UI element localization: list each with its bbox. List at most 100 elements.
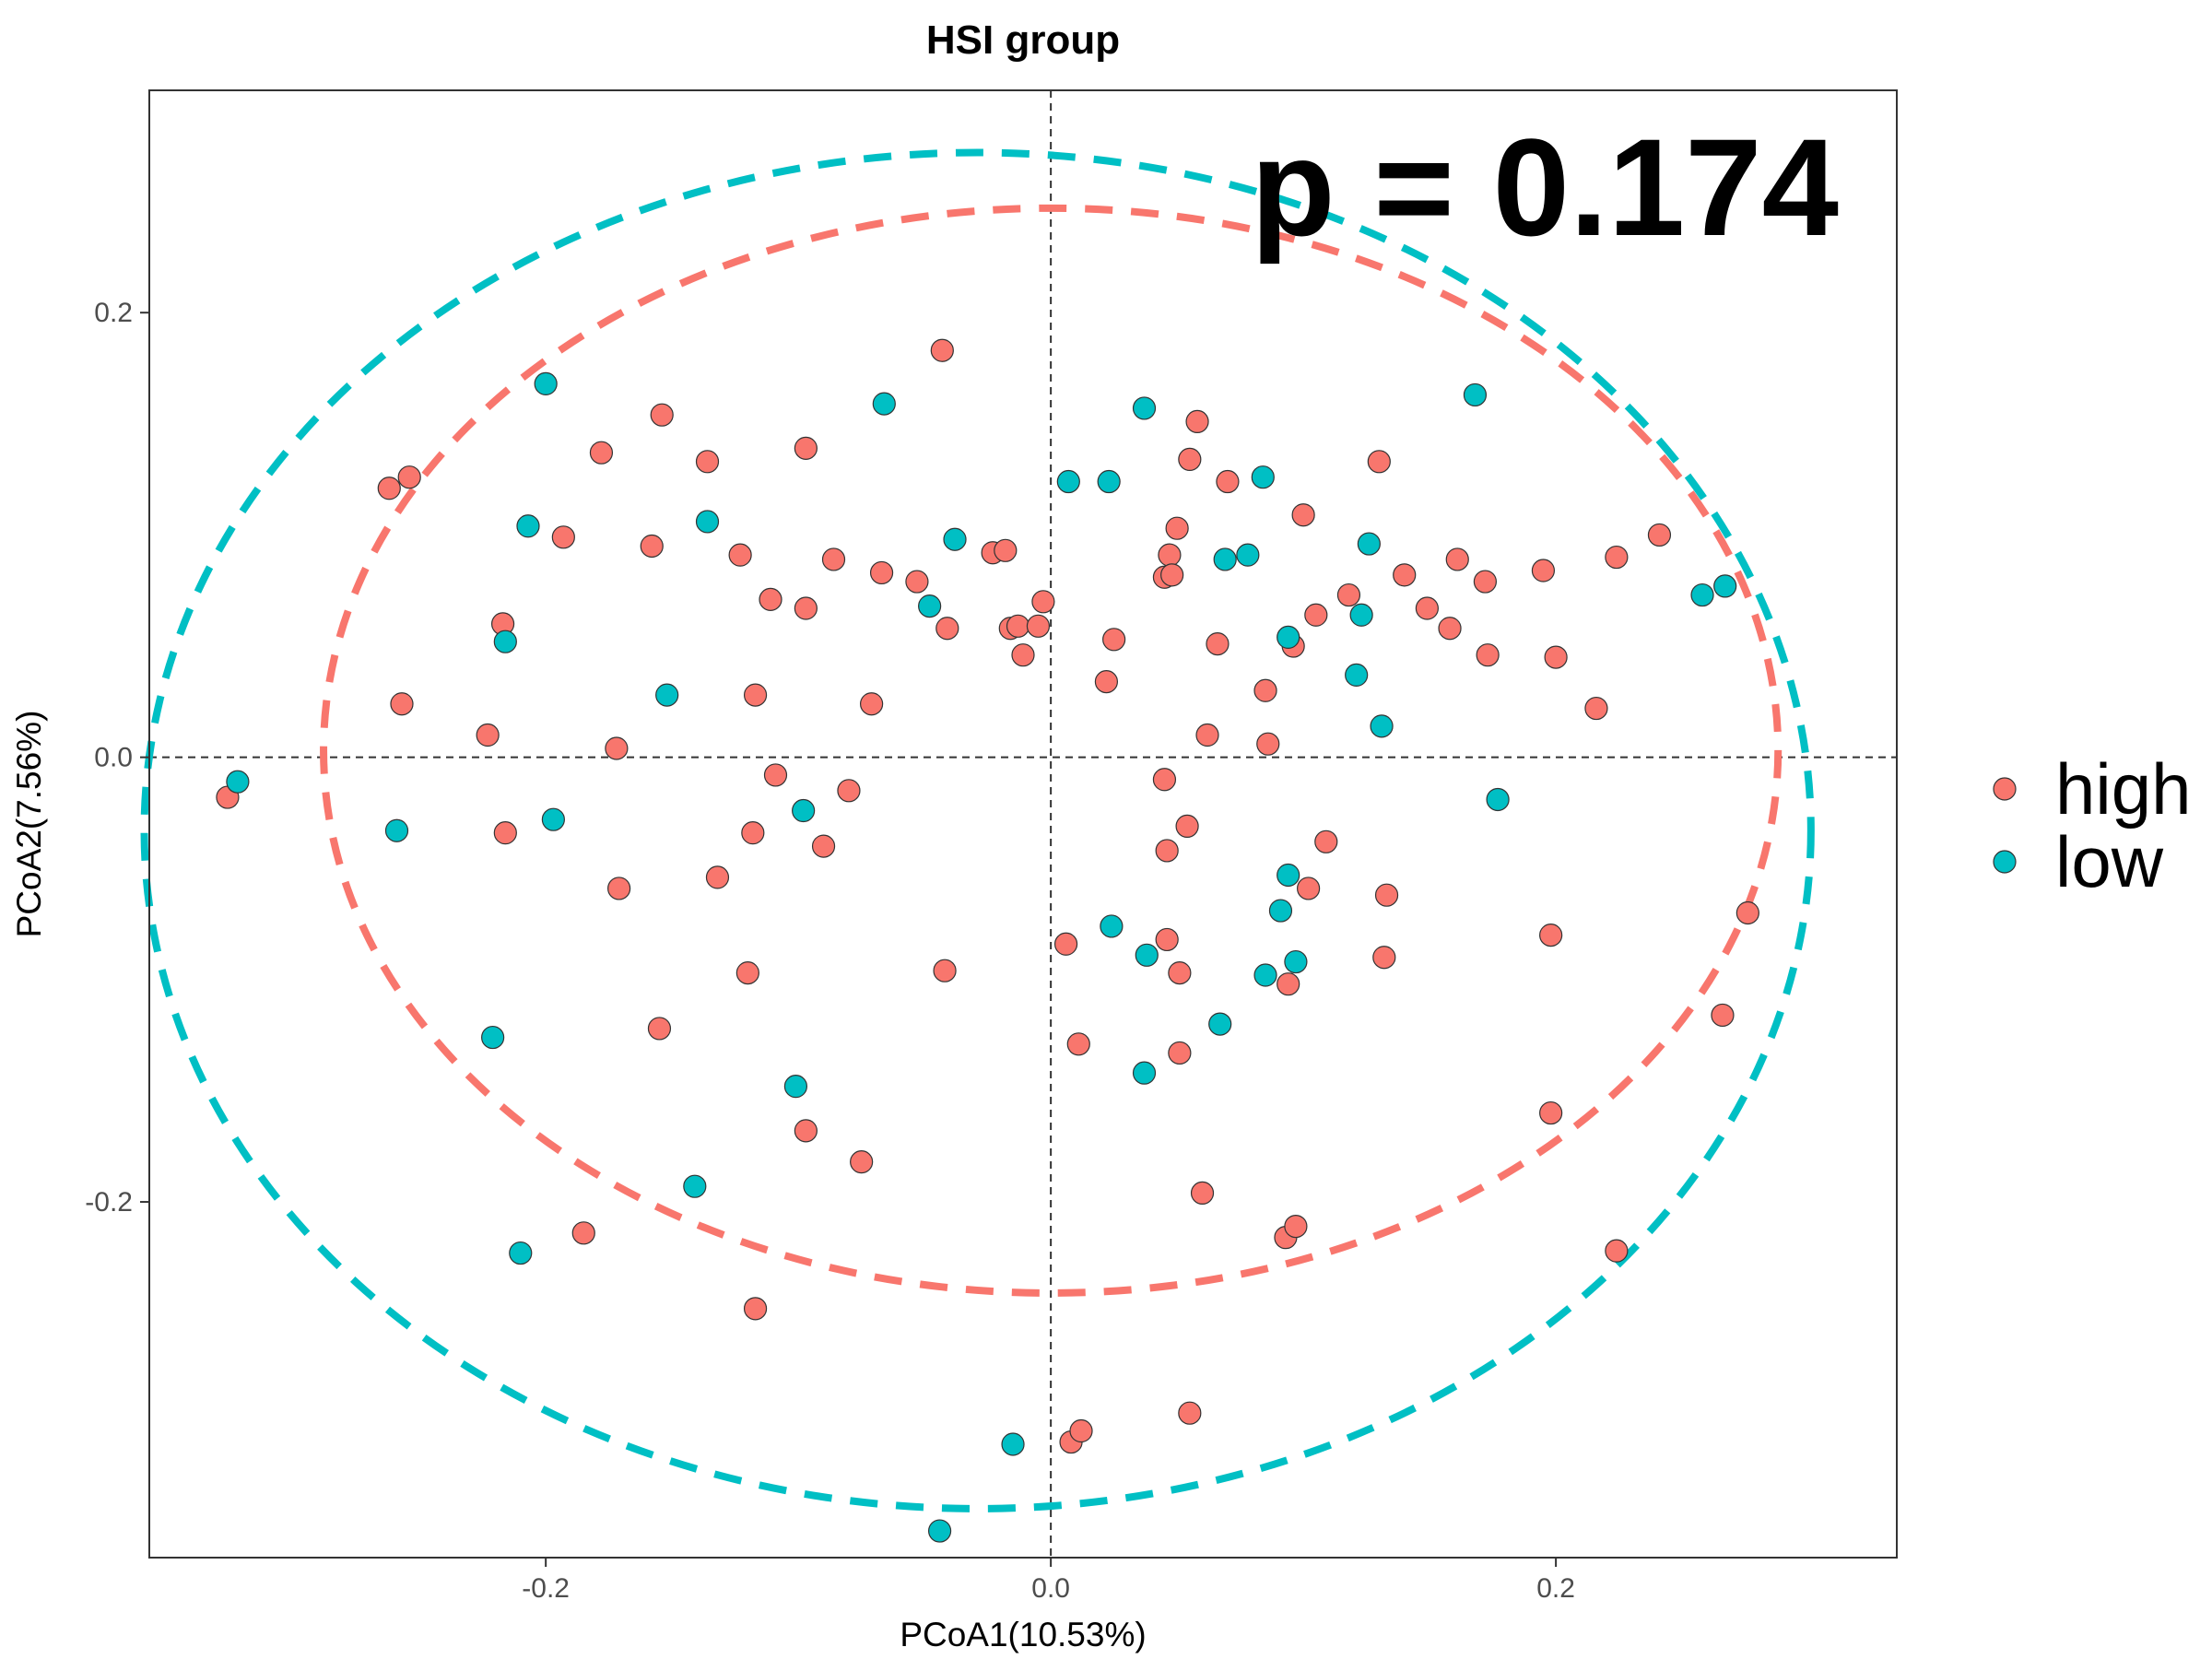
data-point-high [1256, 732, 1280, 756]
data-point-low [655, 683, 679, 707]
data-point-high [551, 525, 575, 549]
chart-title: HSI group [926, 18, 1120, 63]
data-point-high [1544, 645, 1568, 669]
data-point-high [1031, 590, 1055, 614]
p-value-annotation: p = 0.174 [1251, 110, 1839, 265]
data-point-low [1208, 1012, 1232, 1036]
data-point-low [481, 1025, 505, 1050]
y-tick-label: 0.0 [94, 743, 133, 773]
data-point-high [1711, 1003, 1735, 1028]
data-point-low [1345, 663, 1369, 687]
data-point-high [1168, 961, 1192, 985]
data-point-high [1165, 516, 1189, 540]
data-point-low [792, 798, 816, 823]
data-point-low [1135, 943, 1159, 967]
data-point-high [794, 596, 818, 620]
data-point-low [493, 629, 517, 653]
data-point-high [1297, 877, 1321, 900]
data-point-high [571, 1221, 595, 1245]
data-point-low [1277, 625, 1300, 649]
data-point-low [1213, 547, 1237, 571]
plot-panel [149, 90, 1897, 1558]
x-tick-label: -0.2 [522, 1573, 570, 1604]
data-point-low [1251, 465, 1275, 489]
data-point-high [1304, 603, 1328, 627]
data-point-high [930, 338, 954, 362]
data-point-high [650, 403, 674, 427]
data-point-low [1463, 382, 1488, 407]
data-point-low [384, 818, 409, 842]
data-point-high [1102, 628, 1126, 652]
data-point-low [1056, 469, 1080, 494]
data-point-low [1097, 469, 1121, 494]
data-point-high [1367, 450, 1391, 474]
data-point-high [905, 570, 929, 594]
data-point-low [695, 510, 720, 534]
data-point-high [640, 534, 664, 559]
data-point-high [705, 865, 730, 889]
data-point-high [1735, 900, 1759, 925]
data-point-high [743, 1297, 768, 1321]
data-point-high [1531, 559, 1556, 582]
data-point-high [695, 450, 720, 474]
data-point-high [1605, 1239, 1629, 1263]
data-point-high [1094, 670, 1119, 694]
data-point-low [918, 594, 942, 618]
x-tick-label: 0.0 [1031, 1573, 1070, 1604]
data-point-low [943, 527, 967, 551]
data-point-high [1158, 543, 1182, 567]
ellipse-low [140, 148, 1815, 1512]
data-point-low [1277, 863, 1300, 888]
data-point-low [683, 1174, 707, 1198]
data-point-low [1349, 603, 1373, 627]
data-point-high [1152, 768, 1177, 792]
data-point-low [1236, 543, 1260, 567]
data-point-low [1001, 1432, 1025, 1456]
data-point-high [1216, 469, 1240, 494]
data-point-high [1155, 927, 1179, 952]
data-point-low [516, 514, 540, 538]
data-point-high [860, 692, 884, 716]
data-point-high [869, 560, 894, 585]
data-point-low [509, 1241, 533, 1265]
plot-border [148, 89, 1898, 1559]
data-point-high [728, 543, 752, 567]
data-point-high [1539, 1100, 1563, 1125]
data-point-high [1206, 632, 1230, 656]
data-point-high [933, 959, 957, 982]
data-point-low [1132, 1061, 1157, 1085]
ellipse-high [320, 204, 1783, 1297]
data-point-high [476, 723, 500, 747]
y-tick-label: 0.2 [94, 298, 133, 328]
data-point-high [994, 538, 1018, 562]
data-point-low [534, 371, 558, 395]
data-point-high [1647, 523, 1672, 547]
data-point-high [1415, 596, 1439, 620]
data-point-high [1066, 1032, 1090, 1056]
data-point-low [1268, 899, 1293, 923]
legend-label-low: low [2055, 821, 2164, 902]
data-point-high [1473, 570, 1497, 594]
data-point-high [1190, 1181, 1215, 1206]
data-point-high [794, 1119, 818, 1143]
data-point-low [872, 392, 896, 416]
data-point-low [1690, 582, 1714, 607]
data-point-low [1370, 714, 1394, 738]
data-point-low [927, 1519, 952, 1543]
legend-label-high: high [2055, 748, 2191, 830]
data-point-high [1253, 678, 1277, 702]
data-point-high [390, 692, 414, 716]
legend-key-high [1993, 777, 2017, 801]
data-point-low [1253, 963, 1277, 987]
data-point-high [837, 779, 861, 803]
data-point-high [1168, 1041, 1192, 1065]
data-point-high [1393, 563, 1417, 587]
data-point-high [1445, 547, 1469, 571]
data-point-high [1185, 409, 1209, 434]
data-point-high [735, 961, 759, 985]
data-point-high [1605, 545, 1629, 570]
data-point-low [226, 770, 250, 794]
data-point-high [1160, 563, 1184, 587]
data-point-high [1372, 946, 1396, 970]
data-point-high [1438, 617, 1462, 641]
